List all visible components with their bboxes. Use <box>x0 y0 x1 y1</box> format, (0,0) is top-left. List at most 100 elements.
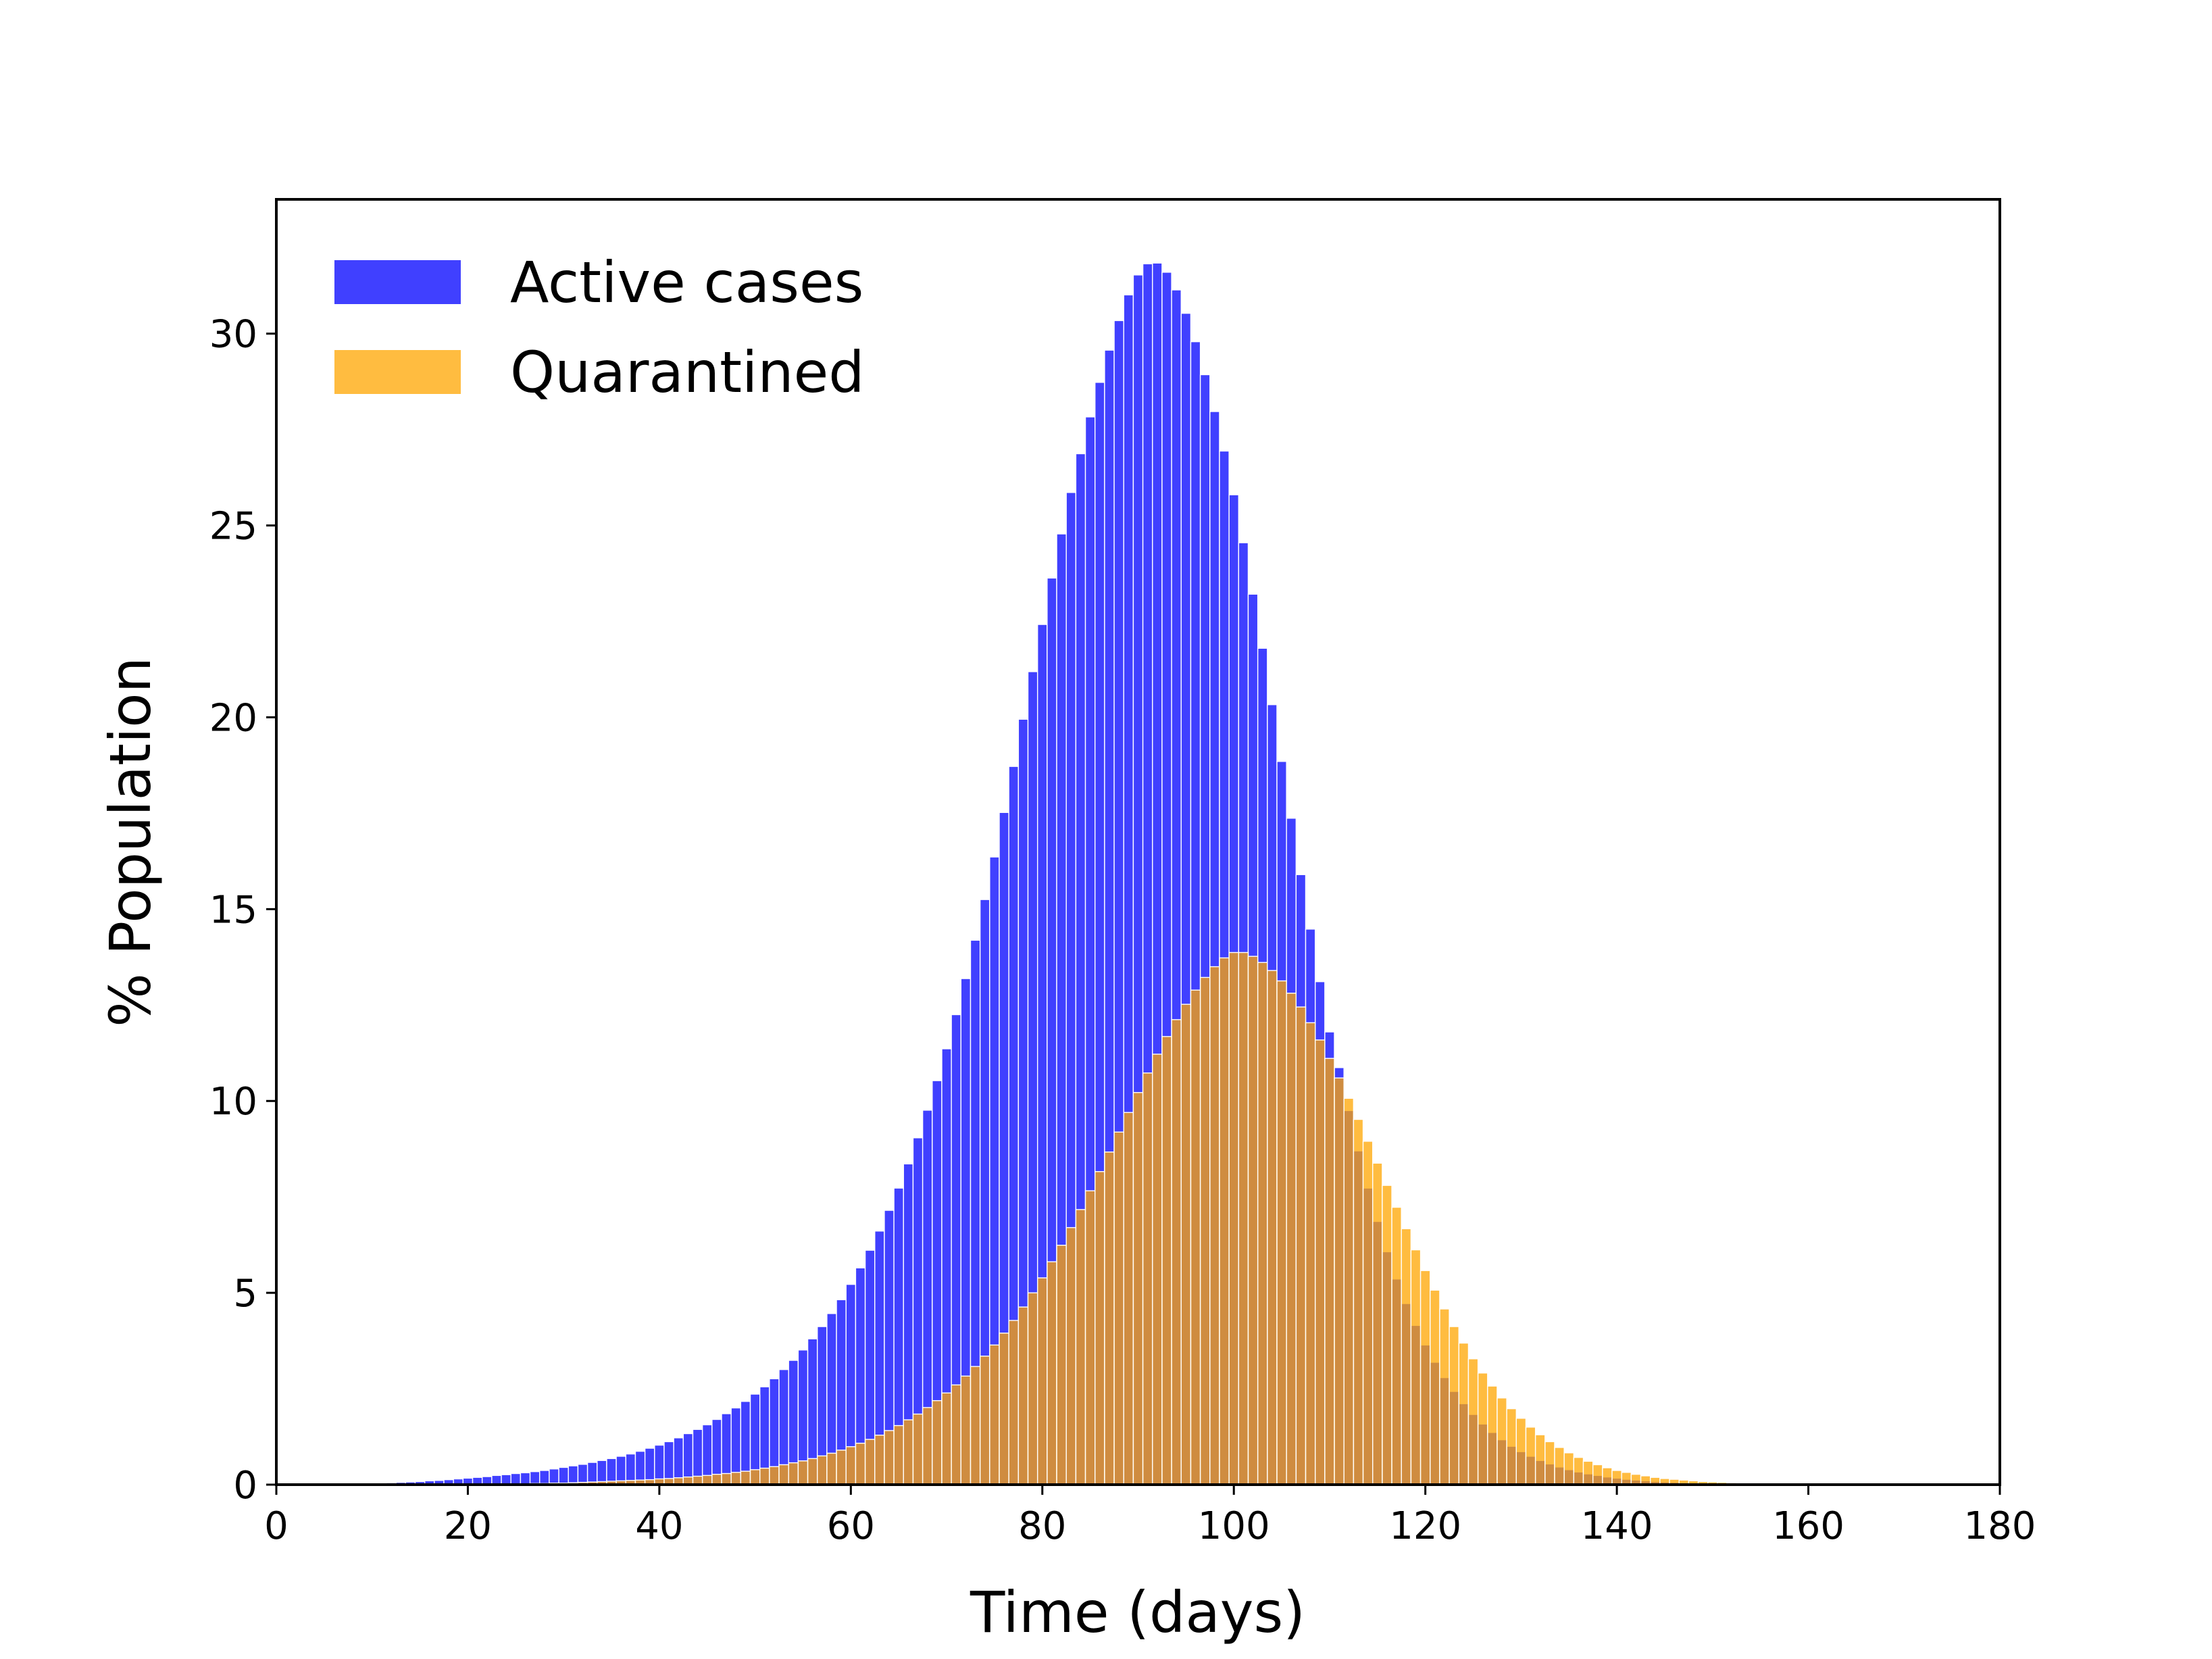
bar <box>1075 1209 1086 1485</box>
bar <box>1401 1228 1412 1485</box>
bar <box>932 1400 942 1485</box>
bar <box>845 1446 857 1485</box>
bar <box>1362 1141 1374 1485</box>
bar <box>1199 976 1211 1485</box>
bar <box>1056 1245 1067 1485</box>
bar <box>730 1472 742 1485</box>
bar <box>1228 951 1240 1485</box>
bar <box>1563 1452 1575 1485</box>
bar <box>1113 1131 1124 1485</box>
bar <box>759 1467 770 1485</box>
bar <box>855 1442 866 1485</box>
x-axis-title: Time (days) <box>970 1579 1305 1645</box>
bar <box>1104 1152 1115 1485</box>
bar <box>769 1466 780 1485</box>
bar <box>1544 1441 1555 1485</box>
bar <box>874 1435 885 1485</box>
bar <box>1065 1227 1077 1485</box>
bar <box>912 1413 924 1485</box>
bar <box>558 1466 569 1485</box>
bar <box>1410 1249 1422 1485</box>
bar <box>1372 1162 1383 1485</box>
y-tick-label: 10 <box>209 1080 257 1124</box>
bar <box>510 1472 522 1485</box>
bar <box>1132 1092 1144 1485</box>
y-tick-label: 20 <box>209 696 257 740</box>
bar <box>1238 951 1249 1485</box>
y-axis: 0 5 10 15 20 25 30 <box>209 313 276 1508</box>
bar <box>529 1470 541 1485</box>
x-tick-label: 20 <box>444 1504 492 1548</box>
bar <box>1391 1206 1402 1485</box>
bar <box>1334 1077 1344 1485</box>
bar <box>1630 1473 1642 1485</box>
bar <box>817 1455 828 1485</box>
bar <box>1419 1270 1431 1485</box>
x-tick-label: 60 <box>827 1504 875 1548</box>
bar <box>979 1356 990 1485</box>
x-tick-label: 160 <box>1772 1504 1844 1548</box>
bar <box>701 1475 713 1485</box>
bar <box>1324 1058 1335 1485</box>
bar <box>903 1419 914 1485</box>
x-tick-label: 140 <box>1581 1504 1653 1548</box>
bar <box>1602 1467 1613 1485</box>
bar <box>1152 1054 1163 1485</box>
bar <box>501 1474 511 1485</box>
bar <box>951 1384 962 1485</box>
bar <box>778 1464 789 1485</box>
bar <box>864 1439 876 1485</box>
bar <box>970 1366 981 1485</box>
bar <box>1171 1019 1182 1485</box>
x-tick-label: 180 <box>1964 1504 2036 1548</box>
x-tick-label: 80 <box>1018 1504 1066 1548</box>
bar <box>1382 1185 1392 1485</box>
bar <box>644 1447 655 1485</box>
bar <box>1477 1372 1488 1485</box>
x-tick-label: 120 <box>1389 1504 1461 1548</box>
bar <box>749 1469 761 1485</box>
bar <box>721 1472 732 1485</box>
bar <box>1295 1006 1307 1485</box>
x-tick-label: 0 <box>264 1504 288 1548</box>
bar <box>1036 1277 1048 1485</box>
bar <box>1286 992 1297 1485</box>
bar <box>1142 1072 1153 1485</box>
bar <box>941 1392 952 1485</box>
y-tick-label: 25 <box>209 505 257 549</box>
axes-frame <box>275 198 2001 1486</box>
bar <box>807 1458 818 1485</box>
legend-swatch-active-cases <box>334 260 461 304</box>
bar <box>1084 1190 1096 1485</box>
bar <box>1449 1326 1459 1485</box>
bar <box>1276 980 1287 1485</box>
bar <box>788 1462 799 1485</box>
x-axis: 0 20 40 60 80 100 120 140 160 180 <box>264 1485 2036 1548</box>
bar <box>797 1460 809 1485</box>
bar <box>539 1470 550 1485</box>
bar <box>520 1472 531 1485</box>
bar <box>1534 1434 1546 1485</box>
bar <box>1515 1418 1527 1485</box>
bar <box>1123 1112 1134 1485</box>
bar <box>1027 1292 1038 1485</box>
bar <box>1467 1358 1479 1485</box>
bar <box>826 1452 837 1485</box>
legend-label-active-cases: Active cases <box>510 249 863 316</box>
legend-swatch-quarantined <box>334 350 461 394</box>
bar <box>491 1475 502 1485</box>
bar <box>1267 970 1278 1485</box>
y-tick-label: 30 <box>209 313 257 357</box>
bar <box>1161 1036 1172 1485</box>
bar <box>1592 1464 1603 1485</box>
bar <box>1573 1456 1584 1485</box>
bar <box>1314 1039 1326 1485</box>
x-tick-label: 40 <box>635 1504 683 1548</box>
bar <box>1621 1472 1632 1485</box>
bar <box>597 1460 607 1485</box>
bar <box>568 1465 579 1485</box>
y-tick-label: 5 <box>233 1272 257 1316</box>
bar <box>1554 1447 1565 1485</box>
bar <box>989 1344 1000 1485</box>
bar <box>549 1468 559 1485</box>
